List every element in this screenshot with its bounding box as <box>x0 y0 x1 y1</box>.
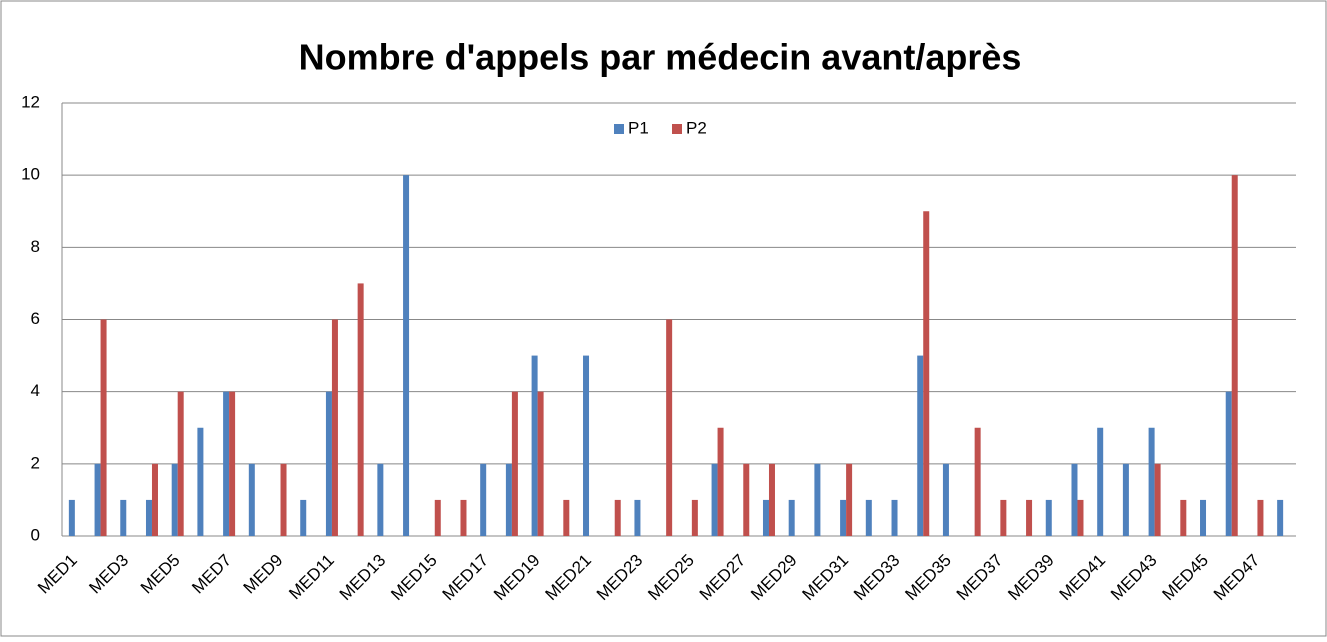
bar <box>94 463 101 536</box>
legend-label: P1 <box>628 118 649 137</box>
bar <box>583 355 590 536</box>
bar <box>68 499 75 536</box>
bar <box>377 463 384 536</box>
bar <box>357 283 364 536</box>
bar <box>743 463 750 536</box>
legend-swatch <box>614 124 624 134</box>
bar <box>846 463 853 536</box>
y-tick-label: 2 <box>31 453 40 472</box>
bar <box>229 391 236 536</box>
y-tick-label: 6 <box>31 309 40 328</box>
bar <box>634 499 641 536</box>
bar <box>1071 463 1078 536</box>
bar <box>1277 499 1284 536</box>
bar <box>942 463 949 536</box>
bar <box>280 463 287 536</box>
bar <box>177 391 184 536</box>
bar <box>1231 175 1238 536</box>
bar <box>537 391 544 536</box>
bar <box>814 463 821 536</box>
bar <box>248 463 255 536</box>
bar <box>1200 499 1207 536</box>
bar <box>891 499 898 536</box>
bar <box>563 499 570 536</box>
bar <box>1180 499 1187 536</box>
bar <box>865 499 872 536</box>
bar <box>1026 499 1033 536</box>
bar <box>788 499 795 536</box>
y-tick-label: 8 <box>31 237 40 256</box>
y-tick-label: 12 <box>21 92 40 111</box>
bar <box>325 391 332 536</box>
bar <box>223 391 230 536</box>
bar <box>511 391 518 536</box>
y-tick-label: 4 <box>31 381 40 400</box>
bar <box>711 463 718 536</box>
bar <box>300 499 307 536</box>
chart-title: Nombre d'appels par médecin avant/après <box>299 37 1022 78</box>
bar <box>197 427 204 536</box>
bar <box>531 355 538 536</box>
bar <box>1045 499 1052 536</box>
legend-label: P2 <box>686 118 707 137</box>
bar <box>666 319 673 536</box>
bar <box>145 499 152 536</box>
bar <box>403 175 410 536</box>
bar <box>840 499 847 536</box>
bar <box>1077 499 1084 536</box>
bar <box>1000 499 1007 536</box>
bar <box>917 355 924 536</box>
bar <box>505 463 512 536</box>
bar <box>460 499 467 536</box>
bar <box>151 463 158 536</box>
bar <box>1154 463 1161 536</box>
y-tick-label: 10 <box>21 165 40 184</box>
bar <box>171 463 178 536</box>
bar <box>480 463 487 536</box>
bar <box>120 499 127 536</box>
legend-swatch <box>672 124 682 134</box>
bar <box>762 499 769 536</box>
bar <box>1148 427 1155 536</box>
bar <box>691 499 698 536</box>
bar <box>1122 463 1129 536</box>
bar <box>768 463 775 536</box>
bar <box>1225 391 1232 536</box>
bar <box>1097 427 1104 536</box>
bar <box>331 319 338 536</box>
bar <box>100 319 107 536</box>
bar <box>717 427 724 536</box>
bar <box>923 211 930 536</box>
bar <box>1257 499 1264 536</box>
bar <box>434 499 441 536</box>
bar <box>614 499 621 536</box>
y-tick-label: 0 <box>31 525 40 544</box>
bar <box>974 427 981 536</box>
